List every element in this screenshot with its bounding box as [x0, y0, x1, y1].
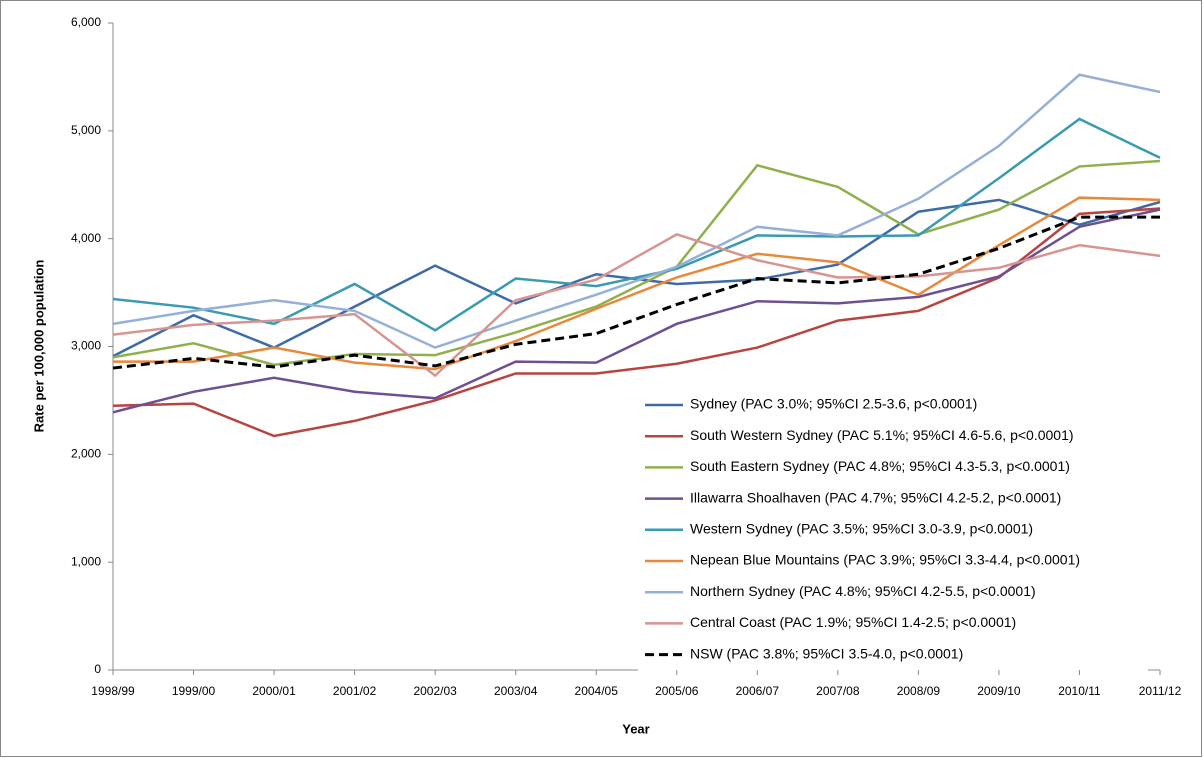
x-tick-label: 2001/02 [333, 684, 377, 698]
legend-label: NSW (PAC 3.8%; 95%CI 3.5-4.0, p<0.0001) [690, 645, 963, 661]
x-tick-label: 2003/04 [494, 684, 538, 698]
x-tick-label: 2000/01 [252, 684, 296, 698]
x-tick-label: 2010/11 [1058, 684, 1101, 698]
series-line [112, 198, 1161, 358]
legend: Sydney (PAC 3.0%; 95%CI 2.5-3.6, p<0.000… [645, 396, 1080, 661]
legend-label: Sydney (PAC 3.0%; 95%CI 2.5-3.6, p<0.000… [690, 396, 977, 412]
x-tick-label: 2002/03 [413, 684, 457, 698]
legend-box [638, 388, 1148, 673]
y-axis-label: Rate per 100,000 population [31, 260, 46, 433]
y-tick-label: 1,000 [71, 554, 101, 568]
series-line [112, 73, 1161, 349]
x-tick-label: 2006/07 [736, 684, 780, 698]
legend-label: Illawarra Shoalhaven (PAC 4.7%; 95%CI 4.… [690, 489, 1061, 505]
x-axis-label: Year [622, 721, 649, 736]
x-tick-label: 2009/10 [977, 684, 1021, 698]
x-tick-label: 2007/08 [816, 684, 860, 698]
x-tick-label: 2004/05 [575, 684, 619, 698]
series-line [112, 117, 1161, 332]
legend-label: South Eastern Sydney (PAC 4.8%; 95%CI 4.… [690, 458, 1070, 474]
legend-label: Northern Sydney (PAC 4.8%; 95%CI 4.2-5.5… [690, 583, 1036, 599]
legend-label: South Western Sydney (PAC 5.1%; 95%CI 4.… [690, 427, 1074, 443]
legend-label: Western Sydney (PAC 3.5%; 95%CI 3.0-3.9,… [690, 521, 1033, 537]
x-tick-label: 2005/06 [655, 684, 699, 698]
series-line [112, 159, 1161, 367]
series-line [112, 208, 1161, 414]
y-tick-label: 0 [94, 662, 101, 676]
x-tick-label: 2008/09 [897, 684, 941, 698]
series-line [113, 196, 1161, 371]
x-tick-label: 1999/00 [172, 684, 216, 698]
x-tick-label: 2011/12 [1139, 684, 1182, 698]
legend-label: Nepean Blue Mountains (PAC 3.9%; 95%CI 3… [690, 552, 1080, 568]
y-tick-label: 3,000 [71, 339, 101, 353]
x-tick-label: 1998/99 [91, 684, 135, 698]
y-tick-label: 2,000 [71, 447, 101, 461]
series-line [112, 207, 1161, 438]
y-tick-label: 5,000 [71, 123, 101, 137]
legend-label: Central Coast (PAC 1.9%; 95%CI 1.4-2.5; … [690, 614, 1016, 630]
series-line [112, 215, 1160, 370]
y-tick-label: 6,000 [71, 15, 101, 29]
y-tick-label: 4,000 [71, 231, 101, 245]
series-line [112, 232, 1161, 378]
